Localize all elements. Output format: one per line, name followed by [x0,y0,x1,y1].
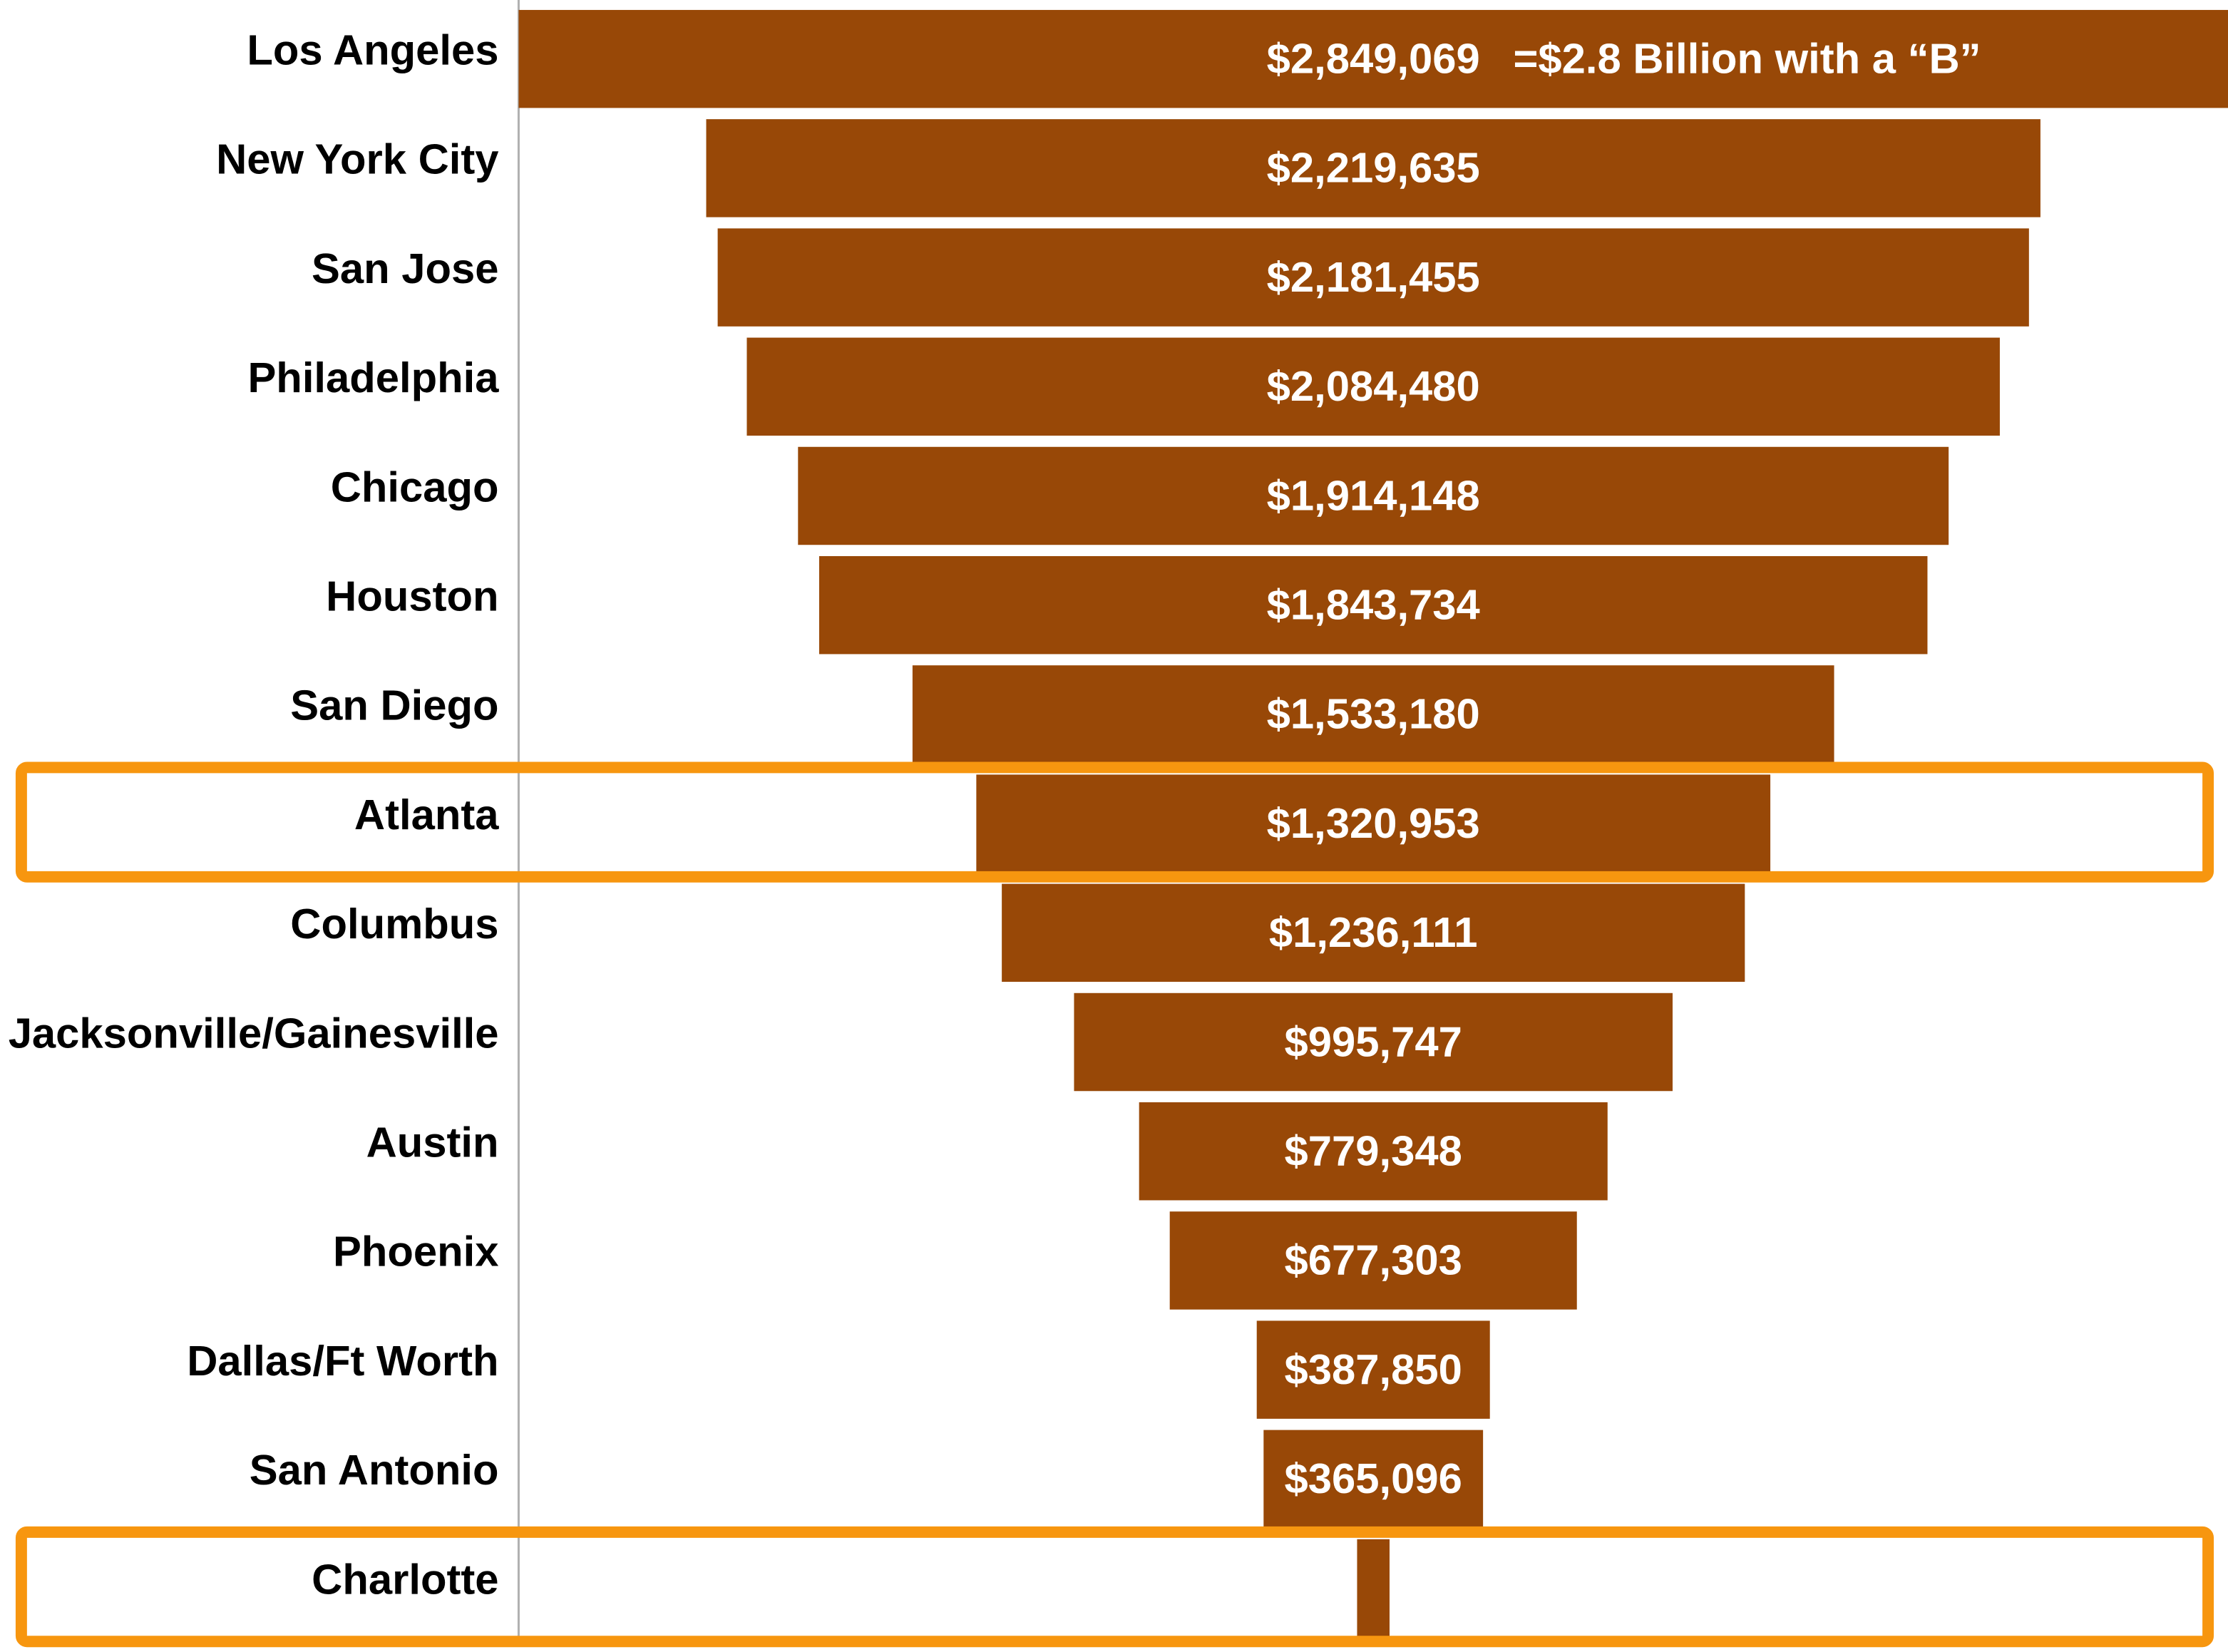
category-label: Phoenix [333,1228,499,1276]
value-label: $995,747 [1285,1017,1462,1065]
value-label: $2,181,455 [1267,253,1480,301]
bar [1357,1539,1390,1638]
bar [1002,883,1745,983]
bar [518,9,2228,108]
category-label: Atlanta [354,791,499,838]
highlight-box [15,761,2214,883]
category-label: San Diego [290,682,498,729]
value-label: $779,348 [1285,1127,1462,1175]
bar [1139,1102,1608,1201]
value-label: $2,219,635 [1267,144,1480,192]
bar [1256,1320,1490,1419]
category-label: Austin [366,1119,499,1166]
value-label: $2,084,480 [1267,362,1480,410]
bar [1263,1430,1484,1529]
bar [818,555,1928,655]
category-label: Charlotte [312,1555,498,1603]
bar [798,446,1949,545]
value-label: $1,533,180 [1267,690,1480,738]
value-label: $1,320,953 [1267,799,1480,847]
category-label: San Antonio [250,1446,499,1494]
value-label: $387,850 [1285,1345,1462,1393]
category-label: Dallas/Ft Worth [187,1337,498,1385]
bar [746,337,2000,436]
value-label: $2,849,069 [1267,34,1480,82]
value-label: $1,236,111 [1269,908,1478,956]
plot-area [518,9,2228,1638]
category-label: San Jose [312,245,499,292]
category-label: Chicago [331,463,499,511]
category-label: Columbus [290,900,498,948]
value-label: $365,096 [1285,1455,1462,1502]
category-label: New York City [216,135,498,183]
category-label: Jacksonville/Gainesville [9,1009,499,1057]
value-label: $1,914,148 [1267,471,1480,519]
highlight-box [15,1526,2214,1648]
category-label: Los Angeles [247,26,498,73]
value-label: $677,303 [1285,1236,1462,1284]
bar [1074,992,1673,1092]
annotation: =$2.8 Billion with a “B” [1514,34,1981,82]
category-label: Philadelphia [247,354,499,401]
category-label: Houston [326,573,498,620]
bar [717,228,2029,327]
bar [912,665,1834,764]
bar [1169,1211,1577,1310]
bar [706,119,2040,217]
value-label: $1,843,734 [1267,580,1480,628]
bar [976,774,1771,873]
